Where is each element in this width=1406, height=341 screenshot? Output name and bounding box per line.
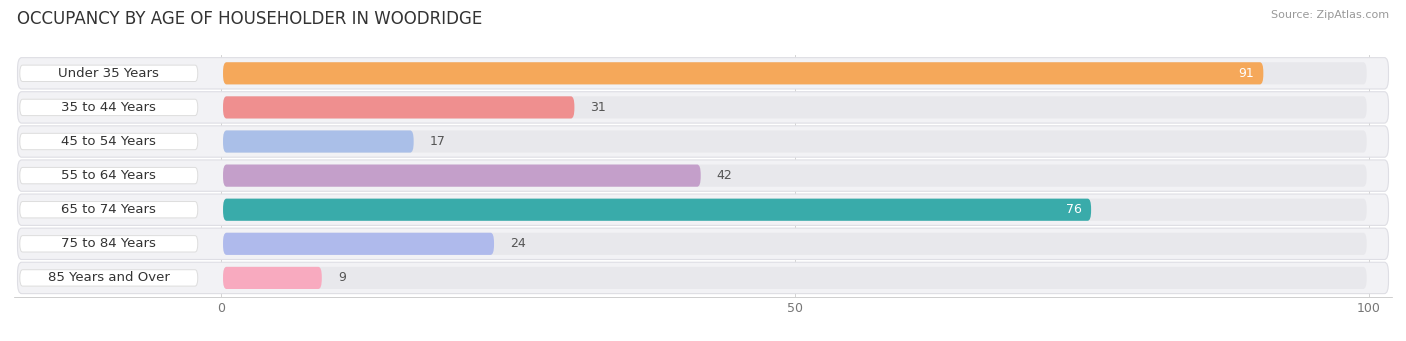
FancyBboxPatch shape (17, 228, 1389, 260)
Text: 31: 31 (591, 101, 606, 114)
Text: 75 to 84 Years: 75 to 84 Years (62, 237, 156, 250)
Text: Under 35 Years: Under 35 Years (59, 67, 159, 80)
FancyBboxPatch shape (224, 233, 494, 255)
Text: 24: 24 (510, 237, 526, 250)
FancyBboxPatch shape (224, 165, 1367, 187)
FancyBboxPatch shape (20, 270, 198, 286)
Text: 55 to 64 Years: 55 to 64 Years (62, 169, 156, 182)
Text: 76: 76 (1066, 203, 1083, 216)
FancyBboxPatch shape (20, 99, 198, 116)
FancyBboxPatch shape (224, 267, 322, 289)
FancyBboxPatch shape (17, 160, 1389, 191)
FancyBboxPatch shape (224, 233, 1367, 255)
FancyBboxPatch shape (17, 58, 1389, 89)
Text: 42: 42 (717, 169, 733, 182)
FancyBboxPatch shape (224, 165, 700, 187)
FancyBboxPatch shape (224, 130, 413, 153)
Text: OCCUPANCY BY AGE OF HOUSEHOLDER IN WOODRIDGE: OCCUPANCY BY AGE OF HOUSEHOLDER IN WOODR… (17, 10, 482, 28)
FancyBboxPatch shape (20, 133, 198, 150)
FancyBboxPatch shape (20, 167, 198, 184)
Text: 17: 17 (430, 135, 446, 148)
FancyBboxPatch shape (224, 96, 1367, 119)
FancyBboxPatch shape (224, 62, 1264, 84)
Text: Source: ZipAtlas.com: Source: ZipAtlas.com (1271, 10, 1389, 20)
FancyBboxPatch shape (224, 62, 1367, 84)
FancyBboxPatch shape (20, 202, 198, 218)
FancyBboxPatch shape (224, 267, 1367, 289)
FancyBboxPatch shape (20, 236, 198, 252)
Text: 35 to 44 Years: 35 to 44 Years (62, 101, 156, 114)
FancyBboxPatch shape (20, 65, 198, 81)
FancyBboxPatch shape (17, 126, 1389, 157)
Text: 9: 9 (337, 271, 346, 284)
Text: 65 to 74 Years: 65 to 74 Years (62, 203, 156, 216)
Text: 91: 91 (1239, 67, 1254, 80)
FancyBboxPatch shape (17, 262, 1389, 294)
FancyBboxPatch shape (224, 130, 1367, 153)
Text: 45 to 54 Years: 45 to 54 Years (62, 135, 156, 148)
FancyBboxPatch shape (17, 194, 1389, 225)
Text: 85 Years and Over: 85 Years and Over (48, 271, 170, 284)
FancyBboxPatch shape (17, 92, 1389, 123)
FancyBboxPatch shape (224, 96, 575, 119)
FancyBboxPatch shape (224, 198, 1091, 221)
FancyBboxPatch shape (224, 198, 1367, 221)
